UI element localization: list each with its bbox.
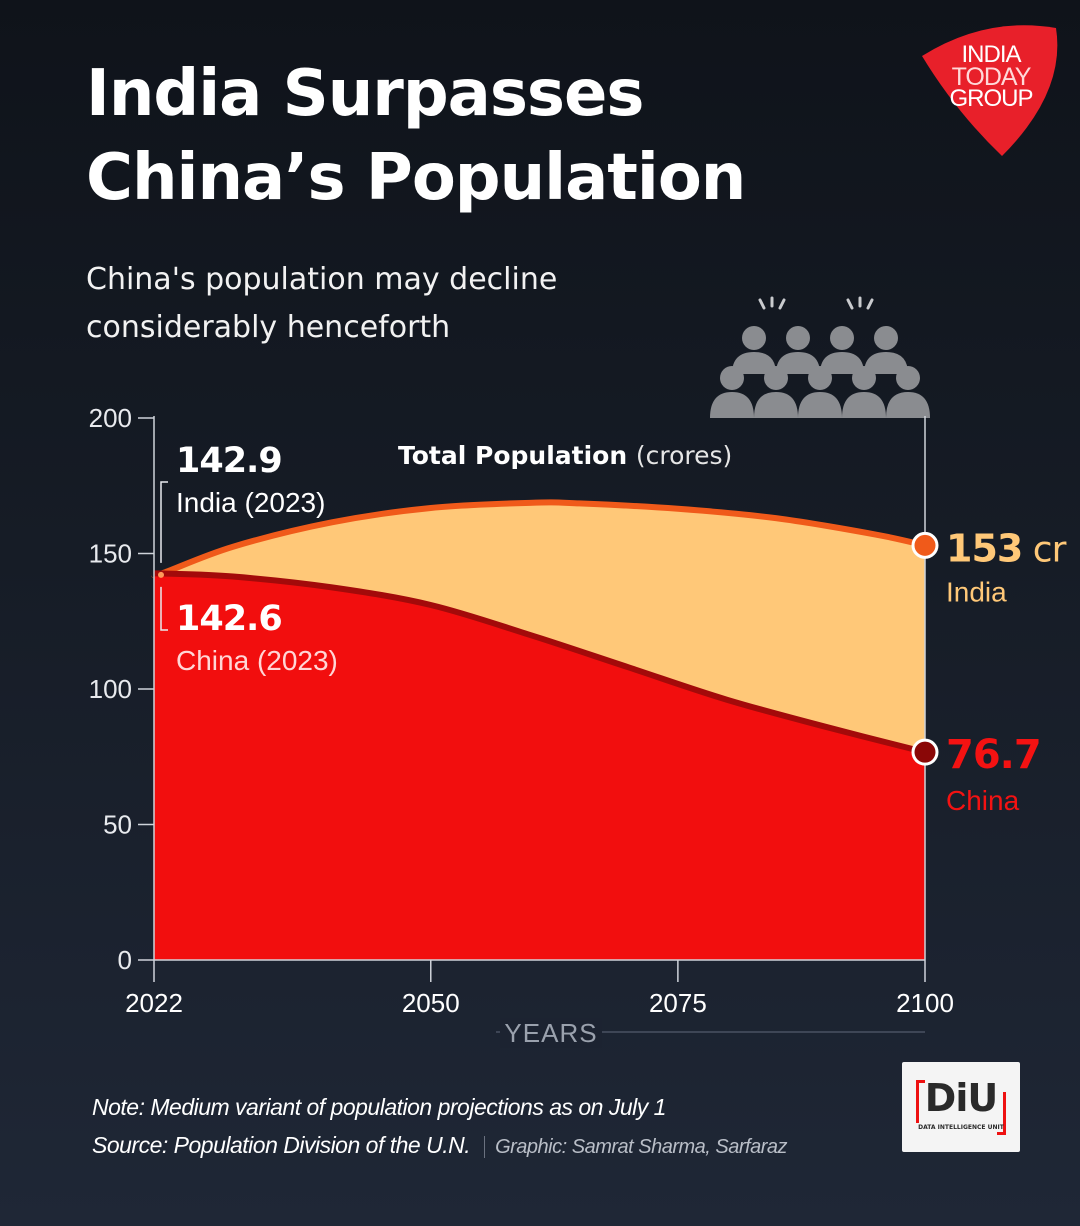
note-text: Note: Medium variant of population proje… <box>92 1094 666 1120</box>
china-start-label: China (2023) <box>176 645 338 676</box>
india-start-bracket <box>160 481 168 563</box>
footer-notes: Note: Medium variant of population proje… <box>92 1088 787 1166</box>
logo-line-1: INDIA <box>961 41 1021 68</box>
x-axis-label-bg <box>500 1018 602 1048</box>
graphic-credit: Graphic: Samrat Sharma, Sarfaraz <box>484 1136 787 1158</box>
logo-line-2: TODAY <box>951 63 1032 91</box>
y-tick-label: 100 <box>89 674 132 704</box>
india-start-value: 142.9 <box>176 441 282 481</box>
title-line-2: China’s Population <box>86 141 746 215</box>
chart-title: Total Population (crores) <box>398 441 732 470</box>
start-point <box>158 571 164 578</box>
source-text: Source: Population Division of the U.N. <box>92 1132 471 1158</box>
china-start-bracket <box>160 586 168 631</box>
x-tick-label: 2075 <box>649 988 707 1018</box>
diu-bracket-right <box>997 1092 1006 1135</box>
india-today-logo-icon <box>922 25 1058 156</box>
area-china <box>154 573 925 960</box>
title-line-1: India Surpasses <box>86 57 645 131</box>
india-end-marker <box>911 531 939 559</box>
india-start-label: India (2023) <box>176 487 325 518</box>
y-tick-label: 50 <box>103 810 132 840</box>
subtitle: China's population may decline considera… <box>86 256 557 352</box>
x-tick-label: 2100 <box>896 988 954 1018</box>
india-end-unit: cr <box>1022 529 1066 570</box>
subtitle-line-1: China's population may decline <box>86 262 558 297</box>
x-tick-label: 2050 <box>402 988 460 1018</box>
india-end-number: 153 <box>946 526 1022 570</box>
chart-title-unit: (crores) <box>636 441 732 470</box>
source-line: Source: Population Division of the U.N. G… <box>92 1126 787 1166</box>
diu-logo-subtext: DATA INTELLIGENCE UNIT <box>918 1124 1004 1131</box>
subtitle-line-2: considerably henceforth <box>86 310 451 345</box>
series-line-india <box>151 499 926 579</box>
china-end-marker <box>911 738 939 766</box>
page-title: India Surpasses China’s Population <box>86 52 746 220</box>
india-end-value: 153 cr <box>946 526 1067 570</box>
china-end-label: China <box>946 785 1020 816</box>
y-tick-label: 0 <box>118 945 132 975</box>
y-tick-label: 150 <box>89 539 132 569</box>
series-line-china <box>151 570 926 756</box>
x-axis-label: YEARS <box>504 1018 597 1048</box>
diu-logo: DiU DATA INTELLIGENCE UNIT <box>902 1062 1020 1152</box>
india-today-logo: INDIA TODAY GROUP <box>930 41 1052 112</box>
diu-logo-text: DiU <box>924 1076 998 1120</box>
india-end-label: India <box>946 576 1007 607</box>
chart-title-bold: Total Population <box>398 441 636 470</box>
logo-line-3: GROUP <box>949 85 1033 112</box>
y-tick-label: 200 <box>89 403 132 433</box>
crowd-icon <box>710 296 930 418</box>
x-tick-label: 2022 <box>125 988 183 1018</box>
diu-bracket-left <box>916 1080 925 1123</box>
china-start-value: 142.6 <box>176 599 282 639</box>
china-end-value: 76.7 <box>946 732 1041 778</box>
